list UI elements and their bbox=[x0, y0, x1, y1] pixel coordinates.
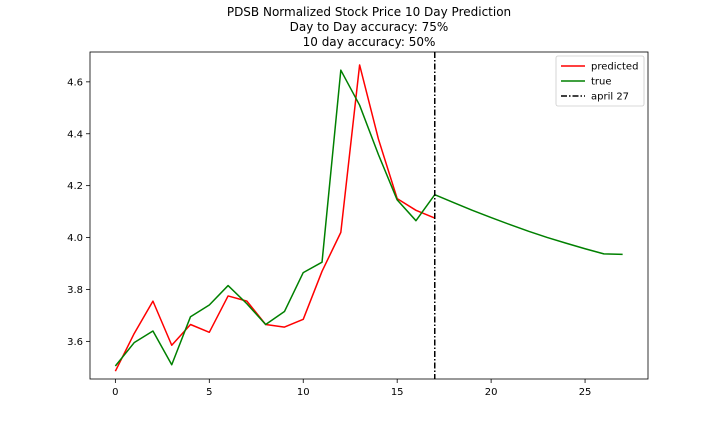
y-tick-label: 4.4 bbox=[67, 129, 83, 140]
plot-frame bbox=[89, 51, 649, 380]
x-tick-label: 25 bbox=[579, 387, 592, 398]
x-tick-label: 20 bbox=[485, 387, 498, 398]
y-tick-label: 4.0 bbox=[67, 233, 83, 244]
legend-label-true: true bbox=[591, 77, 612, 88]
y-tick-label: 3.6 bbox=[67, 337, 83, 348]
x-tick-label: 10 bbox=[297, 387, 310, 398]
series-layer bbox=[114, 64, 623, 372]
x-tick-label: 5 bbox=[206, 387, 212, 398]
legend-box bbox=[555, 55, 645, 107]
x-tick-label: 15 bbox=[391, 387, 404, 398]
series-line-predicted bbox=[114, 64, 436, 372]
y-tick-label: 4.6 bbox=[67, 77, 83, 88]
y-tick-label: 4.2 bbox=[67, 181, 83, 192]
title-line-2: Day to Day accuracy: 75% bbox=[290, 20, 449, 34]
plot-area bbox=[89, 51, 649, 380]
series-line-true bbox=[114, 69, 623, 367]
x-axis: 0 5 10 15 20 25 bbox=[112, 379, 591, 398]
x-tick-label: 0 bbox=[112, 387, 118, 398]
legend: predicted true april 27 bbox=[555, 55, 645, 107]
chart-title: PDSB Normalized Stock Price 10 Day Predi… bbox=[227, 5, 511, 49]
title-line-1: PDSB Normalized Stock Price 10 Day Predi… bbox=[227, 5, 511, 19]
title-line-3: 10 day accuracy: 50% bbox=[303, 35, 436, 49]
y-tick-label: 3.8 bbox=[67, 285, 83, 296]
legend-label-predicted: predicted bbox=[591, 62, 638, 73]
y-axis: 3.6 3.8 4.0 4.2 4.4 4.6 bbox=[67, 77, 90, 348]
legend-label-april-27: april 27 bbox=[591, 92, 629, 103]
